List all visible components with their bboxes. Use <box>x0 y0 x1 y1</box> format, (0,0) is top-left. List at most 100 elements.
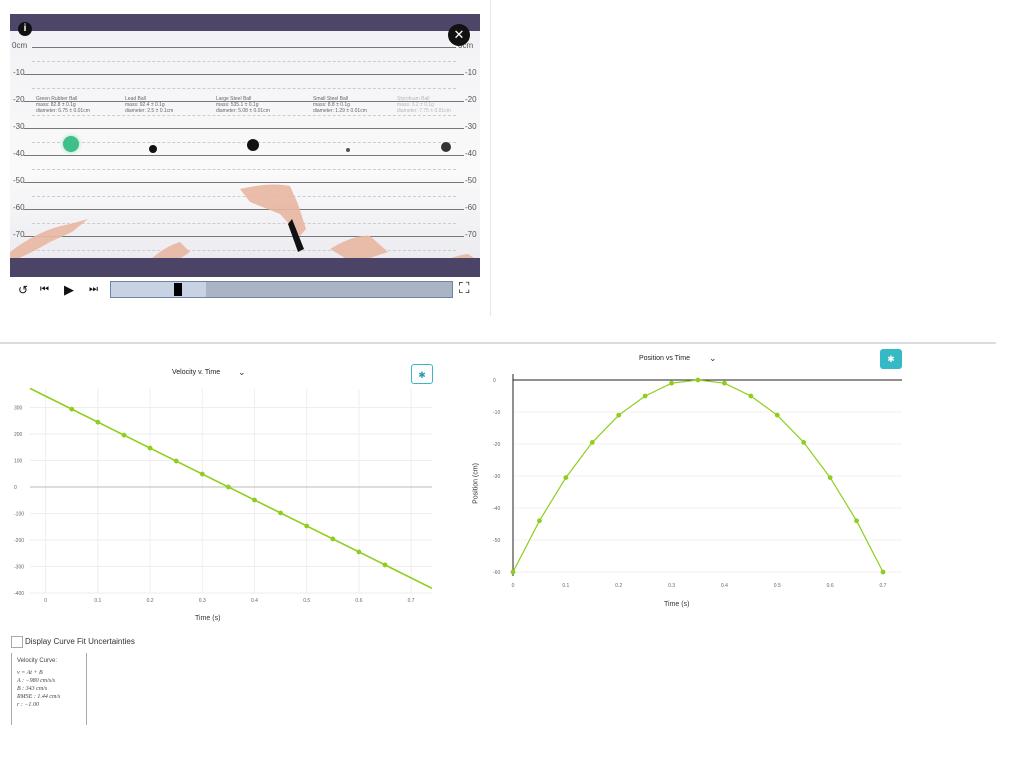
scrubber-handle[interactable] <box>173 283 182 296</box>
velocity-chart-title[interactable]: Velocity v. Time <box>172 369 221 376</box>
velocity-y-tick: -200 <box>14 538 24 544</box>
ball-mass: mass: 3.2 ± 0.1g <box>397 102 434 108</box>
ruler-minor-line <box>32 223 456 224</box>
ruler-left-label: -20 <box>13 95 25 104</box>
ruler-right-label: -70 <box>465 230 477 239</box>
ruler-minor-line <box>32 169 456 170</box>
video-bottom-bar <box>10 258 480 277</box>
ruler-left-label: -30 <box>13 122 25 131</box>
info-icon[interactable]: i <box>18 22 32 36</box>
curve-fit-rmse: RMSE : 1.44 cm/s <box>17 694 61 700</box>
position-data-point <box>616 412 622 418</box>
ruler-line <box>24 182 464 183</box>
section-divider <box>0 342 996 344</box>
position-chart-panel: Position vs Time ⌄ ✱ 0 0.1 0.2 0.3 0.4 0.5 0.6… <box>462 344 996 634</box>
position-data-point <box>801 440 807 445</box>
replay-icon[interactable]: ↺ <box>18 283 29 297</box>
velocity-x-tick: 0.1 <box>94 598 101 604</box>
position-data-point <box>510 569 516 575</box>
position-y-axis-label: Position (cm) <box>472 463 480 504</box>
velocity-y-tick: 0 <box>14 485 17 491</box>
ruler: 0cm 0cm -10 -10 -20 -20 -30 -30 -40 -40 -50 -50 -60 -… <box>10 14 480 277</box>
position-data-point <box>695 377 701 383</box>
position-data-point <box>563 475 569 480</box>
velocity-y-tick: 200 <box>14 432 23 438</box>
velocity-y-tick: -100 <box>14 512 24 518</box>
position-x-tick: 0 <box>512 583 515 589</box>
ball-mass: mass: 8.8 ± 0.1g <box>313 102 350 108</box>
velocity-curve-fit-box: Velocity Curve: v = At + B A : −980 cm/s… <box>11 653 87 725</box>
position-x-tick: 0.4 <box>721 583 728 589</box>
ball-name: Lead Ball <box>125 96 146 102</box>
previous-frame-icon[interactable]: ⏮ <box>40 284 49 295</box>
play-icon[interactable]: ▶ <box>64 282 74 297</box>
velocity-settings-button[interactable]: ✱ <box>411 364 433 384</box>
position-data-point <box>642 393 648 399</box>
ball-label: Lead Ball mass: 92.4 ± 0.1g diameter: 2.5 … <box>125 96 173 114</box>
velocity-x-tick: 0.2 <box>147 598 154 604</box>
ball-label: Styrofoam Ball mass: 3.2 ± 0.1g diameter: … <box>397 96 451 114</box>
velocity-x-axis-label: Time (s) <box>195 615 221 622</box>
ball-diameter: diameter: 7.75 ± 0.01cm <box>397 108 451 114</box>
curve-fit-b: B : 343 cm/s <box>17 686 48 692</box>
velocity-fit-line <box>29 387 433 590</box>
ruler-minor-line <box>32 115 456 116</box>
ball-labels: Green Rubber Ball mass: 82.8 ± 0.1g diamet… <box>10 14 480 277</box>
velocity-data-point <box>252 497 257 503</box>
video-panel: 0cm 0cm -10 -10 -20 -20 -30 -30 -40 -40 -50 -50 -60 -… <box>0 0 491 316</box>
fullscreen-icon[interactable]: ⛶ <box>459 280 470 297</box>
velocity-data-point <box>278 510 283 516</box>
velocity-data-point <box>95 419 101 425</box>
ruler-left-label: 0cm <box>12 41 28 50</box>
position-data-point <box>774 412 780 418</box>
curve-fit-r: r : −1.00 <box>17 702 39 708</box>
tools-icon[interactable]: ✕ <box>448 24 470 46</box>
velocity-y-tick: -300 <box>14 565 24 571</box>
curve-fit-uncertainty-label: Display Curve Fit Uncertainties <box>25 637 135 646</box>
velocity-x-tick: 0.5 <box>303 598 310 604</box>
velocity-data-point <box>304 523 310 529</box>
curve-fit-heading: Velocity Curve: <box>17 658 58 664</box>
video-top-bar <box>10 14 480 31</box>
ruler-left-label: -50 <box>13 176 25 185</box>
position-x-axis-label: Time (s) <box>664 601 690 608</box>
ball <box>441 142 451 152</box>
ruler-left-label: -60 <box>13 203 25 212</box>
video-frame[interactable]: 0cm 0cm -10 -10 -20 -20 -30 -30 -40 -40 -50 -50 -60 -… <box>10 14 480 277</box>
velocity-y-tick: -400 <box>14 591 24 597</box>
ruler-line <box>24 209 464 210</box>
position-x-tick: 0.2 <box>615 583 622 589</box>
ruler-line <box>32 47 456 48</box>
ruler-left-label: -40 <box>13 149 25 158</box>
ball <box>149 145 157 153</box>
ball <box>346 148 350 152</box>
hand-shadow <box>288 219 304 252</box>
velocity-x-tick: 0.3 <box>199 598 206 604</box>
position-chart-title[interactable]: Position vs Time <box>639 355 690 362</box>
velocity-x-tick: 0.6 <box>355 598 362 604</box>
ball-diameter: diameter: 2.5 ± 0.1cm <box>125 108 174 114</box>
next-frame-icon[interactable]: ⏭ <box>89 284 98 295</box>
ruler-right-label: -20 <box>465 95 477 104</box>
ruler-right-label: -10 <box>465 68 477 77</box>
velocity-data-point <box>121 432 127 438</box>
chevron-down-icon[interactable]: ⌄ <box>238 367 246 377</box>
ruler-line <box>24 236 464 237</box>
position-data-point <box>827 475 833 480</box>
position-y-tick: -30 <box>493 474 500 480</box>
position-x-tick: 0.1 <box>562 583 569 589</box>
velocity-x-tick: 0 <box>44 598 47 604</box>
chevron-down-icon[interactable]: ⌄ <box>709 353 717 363</box>
curve-fit-uncertainty-checkbox[interactable] <box>11 636 23 648</box>
position-data-point <box>722 380 727 386</box>
curve-fit-a: A : −980 cm/s/s <box>17 678 56 684</box>
ruler-right-label: -40 <box>465 149 477 158</box>
velocity-chart-panel: Velocity v. Time ⌄ ✱ 0 0.1 0.2 0.3 0.4 0.5 0.6… <box>0 344 462 634</box>
ball-label: Green Rubber Ball mass: 82.8 ± 0.1g diamet… <box>36 96 90 114</box>
ball-diameter: diameter: 1.29 ± 0.01cm <box>313 108 367 114</box>
video-scrubber[interactable] <box>110 281 453 298</box>
ruler-minor-line <box>32 88 456 89</box>
position-y-tick: -10 <box>493 410 500 416</box>
scrubber-played <box>111 282 206 297</box>
position-settings-button[interactable]: ✱ <box>880 349 902 369</box>
